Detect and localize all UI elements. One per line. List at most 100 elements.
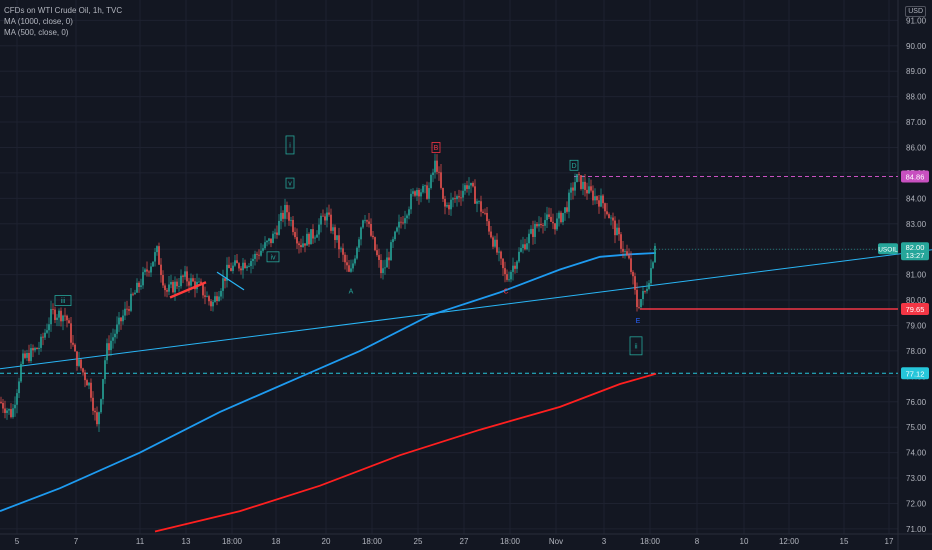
candle-body (170, 281, 172, 285)
candle-body (502, 258, 504, 269)
candle-body (610, 217, 612, 219)
wave-label[interactable]: iii (61, 298, 66, 305)
candle-body (562, 212, 564, 223)
candle-body (34, 347, 36, 351)
x-tick-label: 27 (460, 537, 469, 546)
candle-body (474, 186, 476, 204)
ma1000-legend[interactable]: MA (1000, close, 0) (4, 17, 73, 26)
wave-label[interactable]: D (571, 163, 576, 170)
candle-body (272, 233, 274, 244)
x-tick-label: 17 (885, 537, 894, 546)
candle-body (76, 351, 78, 366)
currency-label[interactable]: USD (905, 6, 926, 17)
candle-body (8, 409, 10, 411)
candle-body (304, 243, 306, 246)
trendline[interactable] (0, 249, 932, 370)
candle-body (626, 251, 628, 256)
candle-body (280, 212, 282, 221)
candle-body (398, 221, 400, 228)
x-tick-label: 7 (74, 537, 79, 546)
candle-body (58, 310, 60, 318)
x-tick-label: 3 (602, 537, 607, 546)
ma-1000-line[interactable] (0, 252, 657, 512)
ma500-legend[interactable]: MA (500, close, 0) (4, 28, 69, 37)
candle-body (210, 301, 212, 307)
candle-body (198, 281, 200, 283)
candle-body (634, 276, 636, 290)
candle-body (404, 218, 406, 224)
symbol-title[interactable]: CFDs on WTI Crude Oil, 1h, TVC (4, 6, 123, 15)
candle-body (290, 219, 292, 221)
candle-body (534, 224, 536, 237)
wave-label[interactable]: ii (634, 343, 638, 350)
candle-body (456, 196, 458, 200)
candle-body (268, 238, 270, 241)
x-tick-label: Nov (549, 537, 563, 546)
candle-body (176, 281, 178, 287)
candle-body (374, 237, 376, 251)
candle-body (378, 255, 380, 260)
candle-body (400, 221, 402, 223)
current-price-value: 82.00 (906, 243, 925, 252)
wave-label[interactable]: B (434, 145, 439, 152)
candle-body (630, 258, 632, 272)
candle-body (346, 262, 348, 266)
candle-body (156, 246, 158, 253)
candle-body (558, 212, 560, 219)
candle-body (614, 220, 616, 236)
candle-body (20, 364, 22, 382)
teal-drawing-segment[interactable] (216, 271, 245, 291)
candle-body (28, 353, 30, 362)
candle-body (348, 265, 350, 272)
candle-body (494, 239, 496, 247)
candle-body (644, 291, 646, 292)
candle-body (446, 204, 448, 207)
y-tick-label: 72.00 (906, 499, 927, 508)
candle-body (218, 296, 220, 302)
candle-body (162, 275, 164, 286)
candle-body (294, 232, 296, 238)
ma-500-line[interactable] (154, 372, 657, 533)
candle-body (414, 191, 416, 196)
candle-body (22, 353, 24, 365)
candle-body (174, 281, 176, 293)
candle-body (530, 228, 532, 234)
candle-body (180, 275, 182, 287)
wave-label[interactable]: E (636, 318, 641, 325)
candle-body (344, 254, 346, 263)
candle-body (54, 309, 56, 320)
wave-label-box (569, 159, 579, 171)
candle-body (540, 223, 542, 226)
candle-body (616, 227, 618, 236)
candle-body (428, 188, 430, 199)
red-drawing-segment[interactable] (169, 281, 207, 299)
candle-body (228, 264, 230, 269)
candle-body (314, 237, 316, 239)
candle-body (628, 255, 630, 259)
candle-body (310, 229, 312, 245)
price-level-label: 79.65 (906, 305, 925, 314)
candle-body (204, 295, 206, 297)
wave-label[interactable]: iv (270, 254, 276, 261)
wave-label[interactable]: C (503, 289, 508, 296)
candle-body (154, 252, 156, 262)
candle-body (62, 315, 64, 322)
y-tick-label: 84.00 (906, 194, 927, 203)
candle-body (390, 242, 392, 261)
wave-label[interactable]: v (288, 181, 292, 188)
candle-body (96, 412, 98, 425)
x-tick-label: 18:00 (640, 537, 661, 546)
wave-label[interactable]: i (289, 142, 291, 149)
candle-body (100, 399, 102, 413)
candle-body (128, 309, 130, 311)
candle-body (424, 185, 426, 187)
candle-body (252, 258, 254, 262)
candle-body (306, 233, 308, 246)
candle-body (68, 320, 70, 324)
candle-body (92, 397, 94, 411)
candle-body (110, 340, 112, 351)
candle-body (492, 237, 494, 247)
candle-body (336, 235, 338, 240)
wave-label[interactable]: A (349, 289, 354, 296)
